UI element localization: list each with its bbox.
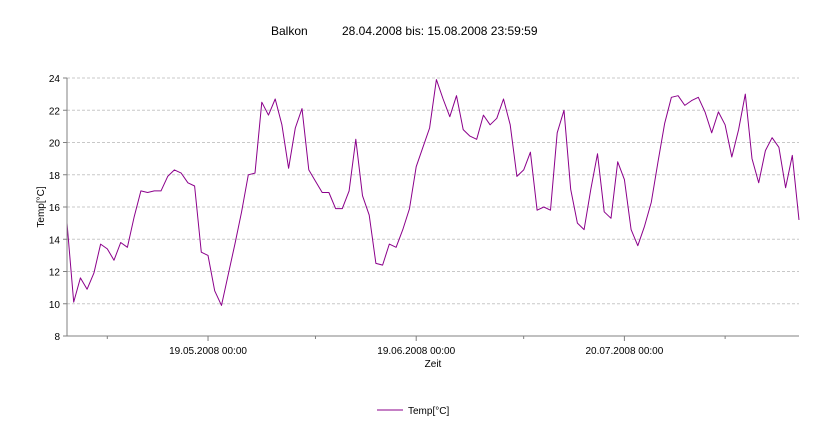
legend-label: Temp[°C] [408,406,449,417]
y-tick-label: 16 [49,203,61,214]
chart-title: Balkon [271,24,308,38]
y-tick-label: 14 [49,235,61,246]
x-axis-label: Zeit [425,359,442,370]
y-tick-label: 10 [49,300,61,311]
y-tick-label: 24 [49,74,61,85]
y-axis-ticks: 8 10 12 14 16 18 20 22 24 [49,74,67,343]
series-layer [66,79,800,306]
x-tick-label: 19.06.2008 00:00 [377,346,455,357]
x-axis-ticks: 19.05.2008 00:00 19.06.2008 00:00 20.07.20… [106,336,726,357]
y-tick-label: 20 [49,139,61,150]
x-tick-label: 20.07.2008 00:00 [585,346,663,357]
y-tick-label: 8 [54,332,60,343]
y-tick-label: 12 [49,268,61,279]
x-tick-label: 19.05.2008 00:00 [169,346,247,357]
y-tick-label: 22 [49,106,61,117]
legend: Temp[°C] [377,406,449,417]
y-tick-label: 18 [49,171,61,182]
series-line [66,79,800,306]
y-axis-label: Temp[°C] [36,186,47,227]
chart-subtitle: 28.04.2008 bis: 15.08.2008 23:59:59 [342,24,538,38]
grid-lines [67,77,799,305]
